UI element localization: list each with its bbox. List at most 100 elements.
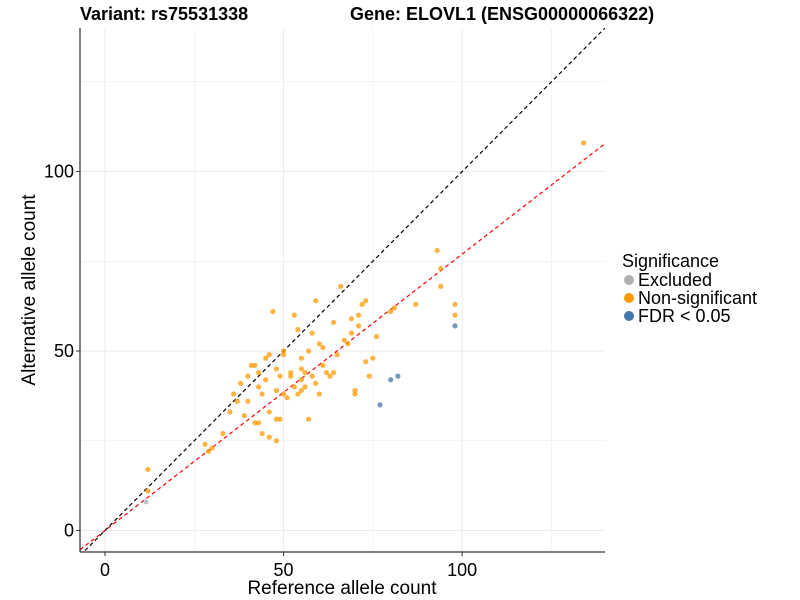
point-non-significant <box>309 373 315 379</box>
point-non-significant <box>313 380 319 386</box>
legend-title: Significance <box>622 251 720 271</box>
point-fdr-0-05 <box>377 402 383 408</box>
point-non-significant <box>259 391 265 397</box>
point-non-significant <box>234 398 240 404</box>
point-excluded <box>143 499 149 505</box>
point-non-significant <box>241 413 247 419</box>
point-non-significant <box>202 441 208 447</box>
point-fdr-0-05 <box>452 323 458 329</box>
point-non-significant <box>205 448 212 455</box>
point-non-significant <box>266 434 272 440</box>
point-non-significant <box>388 308 394 315</box>
point-non-significant <box>438 283 444 290</box>
legend-item-significant: FDR < 0.05 <box>622 307 757 325</box>
y-tick-label: 50 <box>54 341 74 361</box>
point-non-significant <box>209 445 215 451</box>
point-non-significant <box>291 312 297 318</box>
legend-label-excluded: Excluded <box>638 270 713 290</box>
point-non-significant <box>330 319 337 325</box>
point-non-significant <box>316 391 322 397</box>
point-non-significant <box>277 373 283 379</box>
point-non-significant <box>273 438 280 444</box>
point-non-significant <box>338 283 344 290</box>
point-non-significant <box>245 398 251 404</box>
point-non-significant <box>452 301 458 307</box>
point-non-significant <box>370 355 376 361</box>
point-non-significant <box>316 341 322 347</box>
point-non-significant <box>255 420 262 426</box>
fit-line <box>80 143 605 551</box>
point-non-significant <box>298 377 305 383</box>
legend-item-non-significant: Non-significant <box>622 289 757 307</box>
point-non-significant <box>252 362 258 368</box>
point-non-significant <box>363 298 369 304</box>
point-non-significant <box>270 308 276 315</box>
data-points <box>143 140 587 505</box>
x-tick-label: 50 <box>274 560 294 580</box>
point-non-significant <box>305 348 312 354</box>
point-non-significant <box>313 298 319 304</box>
point-non-significant <box>288 369 294 376</box>
point-non-significant <box>391 305 397 311</box>
point-non-significant <box>280 352 287 358</box>
identity-line <box>82 28 605 552</box>
point-fdr-0-05 <box>395 373 401 379</box>
point-non-significant <box>330 369 337 376</box>
legend-dot-excluded <box>624 275 634 285</box>
legend-dot-significant <box>624 311 634 321</box>
point-non-significant <box>327 373 333 379</box>
point-non-significant <box>323 369 330 376</box>
point-non-significant <box>298 355 305 361</box>
point-non-significant <box>580 140 587 146</box>
point-non-significant <box>145 488 151 494</box>
chart-title-variant: Variant: rs75531338 <box>80 4 249 24</box>
point-non-significant <box>334 352 340 358</box>
point-non-significant <box>295 326 301 333</box>
point-non-significant <box>452 312 458 318</box>
point-non-significant <box>295 391 301 397</box>
point-non-significant <box>302 369 308 376</box>
y-tick-label: 100 <box>44 162 74 182</box>
point-non-significant <box>363 359 369 365</box>
axis-ticks: 0 50 100 0 50 100 <box>44 162 477 580</box>
point-non-significant <box>438 265 444 272</box>
point-non-significant <box>252 420 258 426</box>
legend-label-significant: FDR < 0.05 <box>638 306 731 326</box>
point-non-significant <box>355 312 362 318</box>
point-non-significant <box>320 344 326 351</box>
x-tick-label: 100 <box>447 560 477 580</box>
point-non-significant <box>255 369 262 376</box>
point-non-significant <box>359 301 365 307</box>
legend: Significance Excluded Non-significant FD… <box>622 252 757 325</box>
point-non-significant <box>366 373 372 379</box>
point-non-significant <box>280 391 287 397</box>
point-non-significant <box>302 384 308 390</box>
point-non-significant <box>255 384 262 390</box>
y-axis-title: Alternative allele count <box>19 194 40 386</box>
x-axis-title: Reference allele count <box>247 578 437 599</box>
chart-title-gene: Gene: ELOVL1 (ENSG00000066322) <box>350 4 655 24</box>
point-non-significant <box>288 373 294 379</box>
point-non-significant <box>298 387 305 394</box>
legend-dot-non-significant <box>624 293 634 303</box>
point-non-significant <box>373 334 380 340</box>
point-non-significant <box>266 409 272 415</box>
point-non-significant <box>320 362 326 368</box>
point-non-significant <box>227 409 233 415</box>
point-non-significant <box>309 330 315 336</box>
legend-item-excluded: Excluded <box>622 271 757 289</box>
point-non-significant <box>273 387 280 394</box>
point-non-significant <box>345 341 351 347</box>
point-non-significant <box>263 355 269 361</box>
point-non-significant <box>248 362 255 368</box>
point-non-significant <box>230 391 237 397</box>
point-non-significant <box>259 430 265 437</box>
point-non-significant <box>280 348 287 354</box>
point-non-significant <box>220 430 226 437</box>
point-non-significant <box>266 352 272 358</box>
point-non-significant <box>245 373 251 379</box>
point-non-significant <box>238 380 244 386</box>
point-non-significant <box>277 416 283 422</box>
point-non-significant <box>284 395 290 401</box>
